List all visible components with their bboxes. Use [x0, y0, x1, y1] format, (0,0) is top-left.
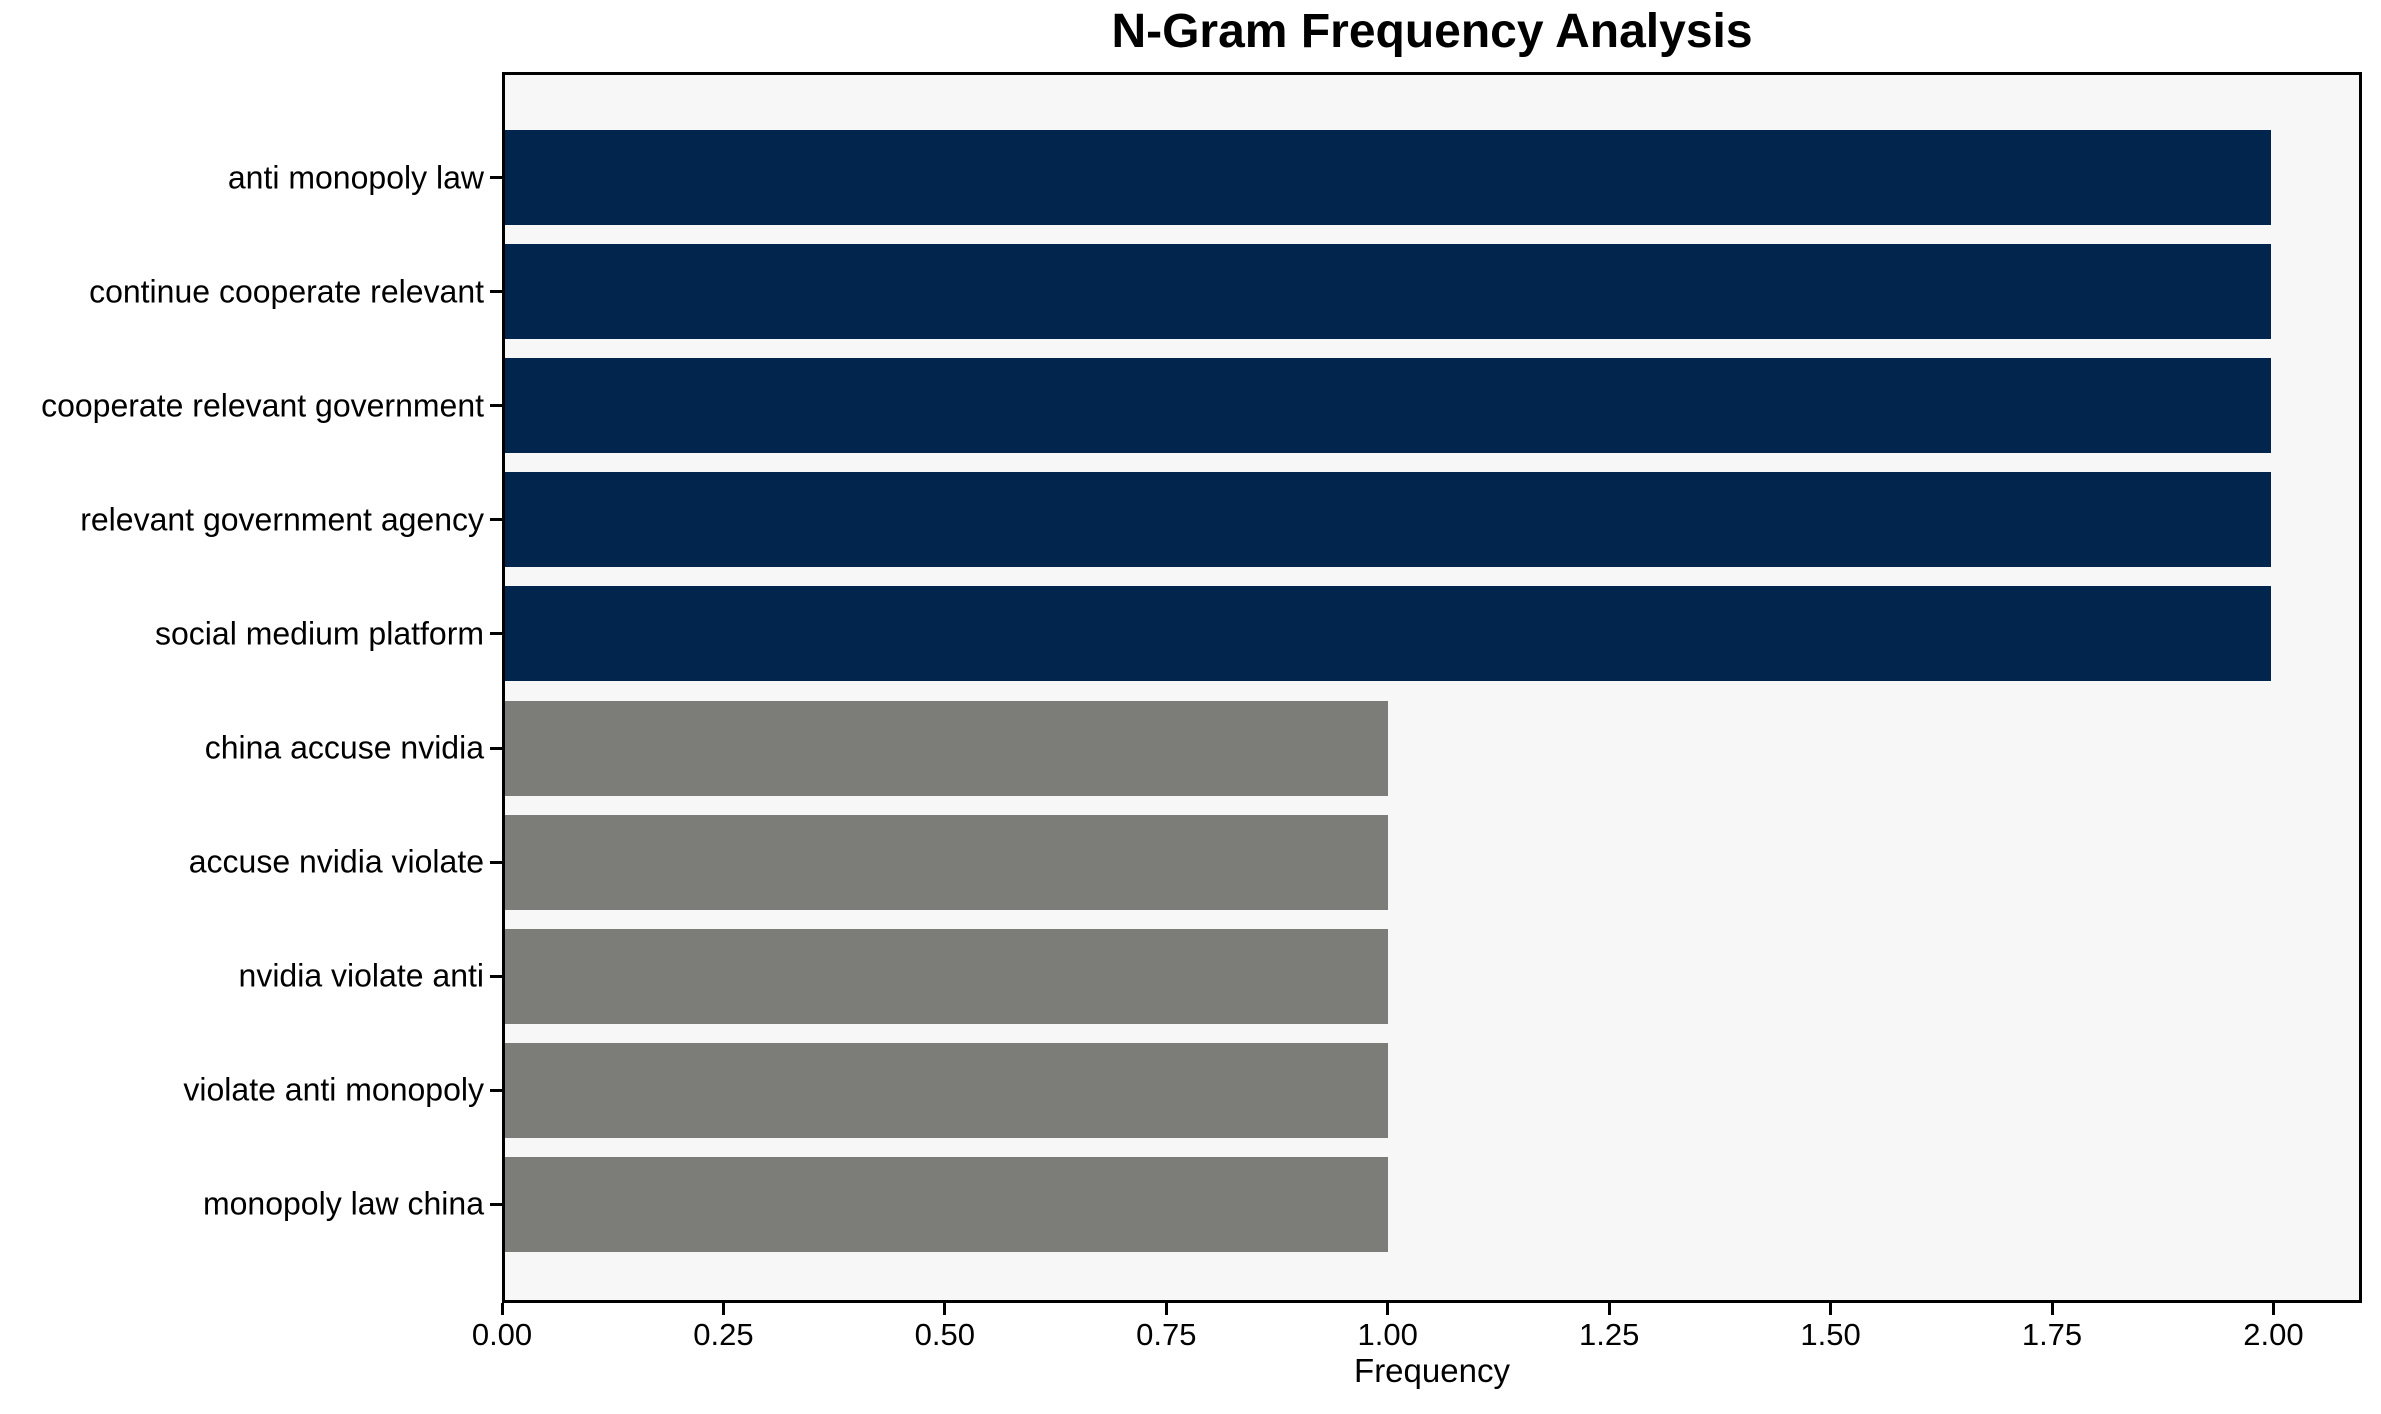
y-axis-category-label: continue cooperate relevant	[89, 273, 484, 310]
y-axis-category-label: cooperate relevant government	[41, 387, 484, 424]
bar-row: relevant government agency	[80, 472, 2359, 568]
frequency-bar	[505, 700, 1388, 796]
y-axis-category-label: relevant government agency	[80, 501, 484, 538]
frequency-bar	[505, 814, 1388, 910]
y-tickmark	[490, 1202, 502, 1206]
y-tickmark	[490, 632, 502, 636]
y-axis-category-label: china accuse nvidia	[204, 729, 484, 766]
frequency-bar	[505, 130, 2271, 225]
plot-area: anti monopoly law continue cooperate rele…	[41, 72, 2362, 1303]
bar-row: cooperate relevant government	[41, 358, 2359, 454]
x-tickmark	[2271, 1303, 2275, 1315]
bar-row: continue cooperate relevant	[89, 244, 2359, 340]
bar-row: violate anti monopoly	[183, 1042, 2359, 1138]
y-axis-category-label: violate anti monopoly	[183, 1071, 484, 1108]
chart-title: N-Gram Frequency Analysis	[1111, 5, 1753, 58]
x-tick-label: 1.50	[1800, 1317, 1861, 1352]
x-tick-label: 0.75	[1136, 1317, 1197, 1352]
bar-row: monopoly law china	[203, 1156, 2359, 1252]
bar-row: nvidia violate anti	[239, 928, 2359, 1024]
y-tickmark	[490, 404, 502, 408]
bar-row: china accuse nvidia	[205, 700, 2359, 796]
bar-row: accuse nvidia violate	[189, 814, 2359, 910]
frequency-bar	[505, 1156, 1388, 1252]
x-tick-label: 1.75	[2021, 1317, 2083, 1352]
x-tick-label: 0.25	[693, 1317, 754, 1352]
frequency-bar	[505, 586, 2271, 682]
y-tickmark	[490, 176, 502, 179]
y-axis-category-label: accuse nvidia violate	[188, 843, 484, 880]
frequency-bar	[505, 244, 2271, 340]
x-tickmark	[2050, 1303, 2054, 1315]
y-axis-category-label: anti monopoly law	[227, 159, 484, 195]
x-axis-ticks: 0.00 0.25 0.50 0.75 1.00 1.25 1.50 1.75 2.00	[472, 1303, 2362, 1363]
x-tick-label: 1.25	[1578, 1317, 1640, 1352]
frequency-bar	[505, 1042, 1388, 1138]
bar-row: anti monopoly law	[228, 130, 2359, 225]
y-tickmark	[490, 1088, 502, 1092]
frequency-bar	[505, 928, 1388, 1024]
x-tickmark	[1607, 1303, 1611, 1315]
x-tickmark	[943, 1303, 947, 1315]
bar-rows-container: anti monopoly law continue cooperate rele…	[41, 75, 2359, 1300]
y-axis-category-label: monopoly law china	[202, 1185, 484, 1222]
x-tick-label: 0.50	[914, 1317, 976, 1352]
y-axis-category-label: social medium platform	[155, 615, 484, 652]
frequency-bar	[505, 472, 2271, 568]
x-tickmark	[1386, 1303, 1390, 1315]
bar-row: social medium platform	[155, 586, 2359, 682]
x-tickmark	[721, 1303, 725, 1315]
frequency-bar	[505, 358, 2271, 454]
x-tick-label: 1.00	[1357, 1317, 1418, 1352]
x-tick-label: 2.00	[2243, 1317, 2304, 1352]
y-tickmark	[490, 290, 502, 294]
x-tick-label: 0.00	[471, 1317, 533, 1352]
x-axis-title: Frequency	[1354, 1352, 1510, 1389]
y-tickmark	[490, 746, 502, 750]
x-tickmark	[1829, 1303, 1833, 1315]
x-tickmark	[500, 1303, 504, 1315]
x-tickmark	[1164, 1303, 1168, 1315]
y-tickmark	[490, 860, 502, 864]
y-tickmark	[490, 518, 502, 522]
y-axis-category-label: nvidia violate anti	[238, 957, 484, 994]
y-tickmark	[490, 974, 502, 978]
